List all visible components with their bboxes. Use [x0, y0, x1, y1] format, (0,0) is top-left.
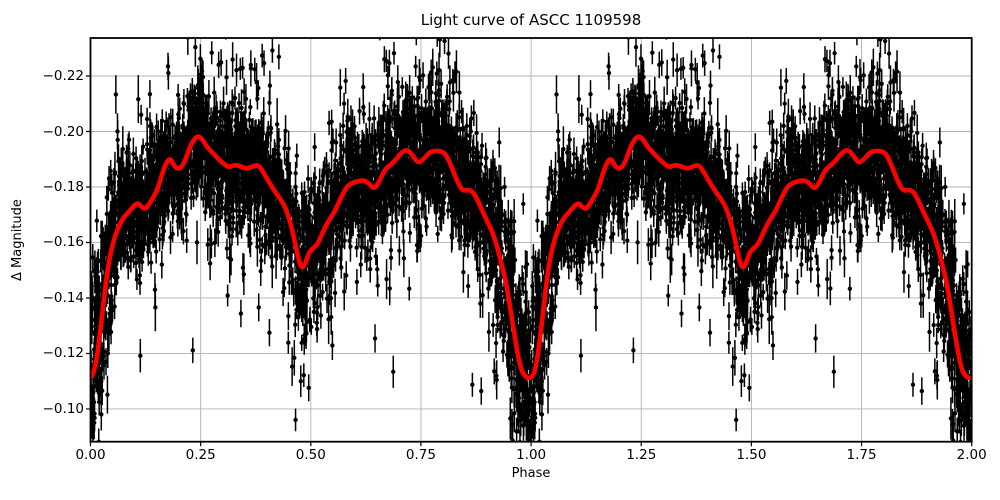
y-tick-label: −0.12 — [42, 345, 84, 362]
x-tick-label: 0.75 — [405, 447, 436, 463]
x-tick-label: 1.00 — [516, 447, 547, 463]
y-tick-label: −0.14 — [42, 289, 84, 306]
y-tick-label: −0.20 — [42, 123, 84, 140]
x-tick-label: 1.75 — [846, 447, 877, 463]
y-tick-label: −0.10 — [42, 400, 84, 417]
x-tick-label: 0.00 — [75, 447, 106, 463]
x-tick-label: 1.25 — [626, 447, 657, 463]
x-tick-label: 0.50 — [295, 447, 326, 463]
y-axis-label: Δ Magnitude — [10, 199, 25, 281]
x-tick-label: 2.00 — [956, 447, 987, 463]
y-tick-label: −0.18 — [42, 178, 84, 195]
chart-title: Light curve of ASCC 1109598 — [420, 11, 642, 29]
x-tick-label: 1.50 — [736, 447, 767, 463]
y-tick-label: −0.22 — [42, 68, 84, 84]
y-tick-label: −0.16 — [42, 234, 84, 251]
x-axis-label: Phase — [511, 466, 551, 481]
x-tick-label: 0.25 — [185, 447, 216, 463]
